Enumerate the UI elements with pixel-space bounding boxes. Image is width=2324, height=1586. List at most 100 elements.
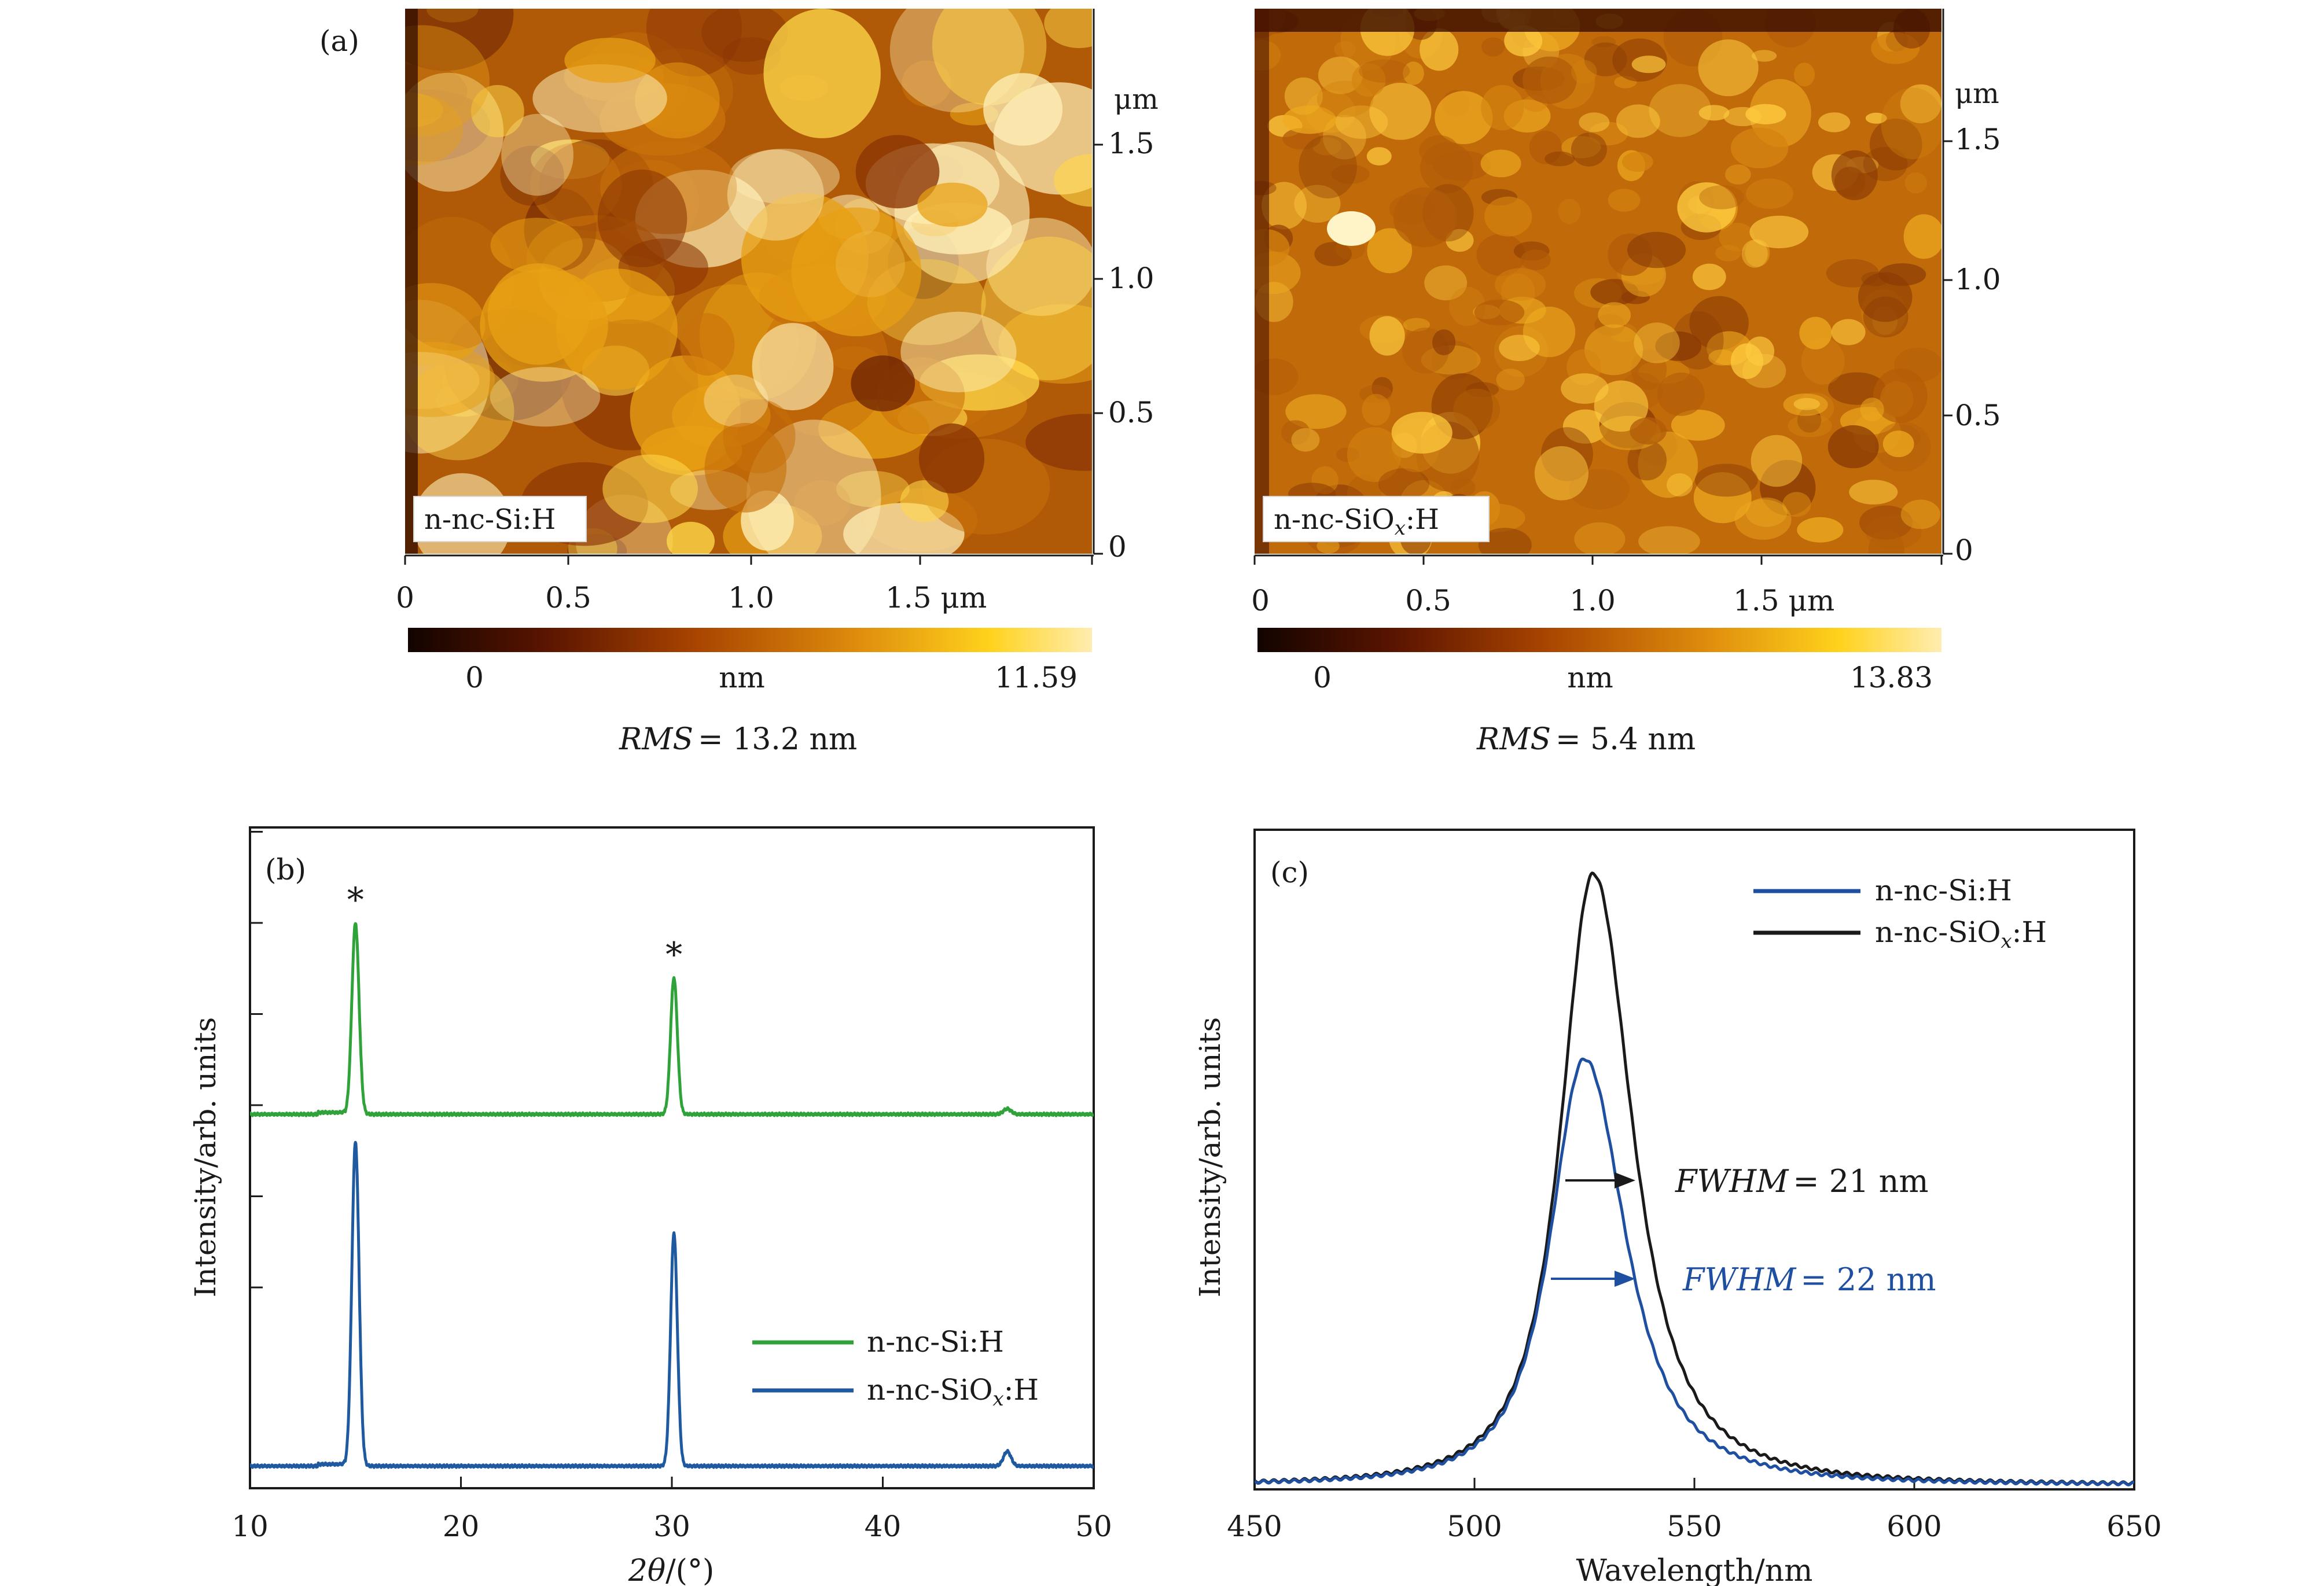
afm-right-grain	[1677, 182, 1736, 233]
afm-left-grain	[918, 423, 985, 494]
panel-b-legend: n-nc-Si:H n-nc-SiOx:H	[752, 1325, 1039, 1411]
afm-right-grain	[1562, 409, 1608, 444]
afm-right-grain	[1741, 240, 1768, 268]
afm-right-label-box: n-nc-SiOx:H	[1263, 496, 1490, 542]
afm-left-grain	[836, 470, 910, 507]
afm-left-grain	[704, 422, 787, 513]
afm-left-grain	[564, 38, 656, 83]
afm-left-grain	[597, 170, 687, 267]
afm-right-grain	[1403, 61, 1424, 85]
afm-right-grain	[1719, 222, 1755, 252]
colorbar-left	[408, 628, 1092, 652]
afm-right-grain	[1369, 316, 1405, 356]
afm-right-grain	[1371, 377, 1393, 400]
afm-right-grain	[1788, 414, 1832, 437]
afm-right-grain	[1752, 50, 1777, 62]
panel-b-x-tick-label-1: 20	[443, 1510, 480, 1543]
afm-left-grain	[981, 236, 1092, 381]
afm-right-bright-particle	[1327, 211, 1376, 246]
afm-right-grain	[1630, 417, 1667, 445]
legend-b-label-si: n-nc-Si:H	[867, 1325, 1004, 1359]
afm-right-grain	[1694, 463, 1758, 497]
panel-b-x-tick-label-3: 40	[865, 1510, 902, 1543]
afm-right-grain	[1262, 182, 1307, 230]
afm-right-grain	[1314, 242, 1352, 267]
panel-b-x-tick-label-0: 10	[231, 1510, 269, 1543]
panel-b-peak-marker-1: *	[665, 935, 682, 974]
afm-right-grain	[1591, 36, 1616, 47]
afm-left-grain	[405, 93, 464, 166]
afm-right-grain	[1282, 105, 1337, 134]
afm-right-grain	[1403, 318, 1430, 332]
afm-left-label-box: n-nc-Si:H	[413, 496, 587, 542]
afm-left-grain	[490, 367, 601, 427]
afm-right-grain	[1571, 60, 1597, 84]
afm-right-grain	[1797, 517, 1844, 543]
fwhm-annotation-si: FWHM = 22 nm	[1551, 1261, 1936, 1298]
afm-right-grain	[1480, 149, 1521, 178]
afm-right-grain	[1453, 388, 1501, 430]
afm-right-grain	[1478, 528, 1532, 554]
afm-right-grain	[1782, 492, 1811, 517]
afm-left-grain	[900, 480, 949, 522]
afm-right-grain	[1655, 331, 1702, 361]
afm-right-grain	[1634, 322, 1680, 363]
afm-right-grain	[1378, 468, 1429, 500]
colorbar-right-min: 0	[1313, 661, 1332, 694]
afm-right-grain	[1900, 84, 1941, 124]
afm-left-grain	[532, 64, 667, 133]
fwhm-label-siox: FWHM = 21 nm	[1675, 1163, 1929, 1199]
afm-left-grain	[1054, 154, 1092, 207]
afm-right-grain	[1622, 152, 1653, 172]
afm-right-grain	[1393, 187, 1457, 248]
afm-left-grain	[900, 311, 1017, 393]
colorbar-right	[1257, 628, 1941, 652]
afm-left-grain	[602, 454, 698, 523]
afm-right-grain	[1745, 497, 1788, 527]
afm-right-grain	[1318, 56, 1363, 94]
panel-b-x-tick-labels: 10 20 30 40 50	[231, 1510, 1112, 1543]
afm-right-grain	[1724, 164, 1751, 185]
afm-right-grain	[1863, 296, 1909, 338]
afm-right-grain	[1598, 302, 1631, 328]
afm-left-grain	[902, 60, 951, 107]
xrd-line-series-1	[250, 1140, 1094, 1469]
afm-right-grain	[1794, 62, 1815, 87]
afm-right-grain	[1900, 499, 1940, 529]
panel-b-series	[250, 922, 1094, 1469]
afm-right-grain	[1352, 63, 1386, 97]
afm-left-y-tick-05: 0.5	[1108, 396, 1154, 429]
afm-right-grain	[1545, 151, 1575, 167]
panel-c: (c) 450 500 550 600 650 Intensity/arb. units…	[1193, 829, 2162, 1586]
afm-right-grain	[1366, 147, 1392, 165]
afm-right-grain	[1828, 372, 1886, 405]
panel-c-x-tick-label-0: 450	[1227, 1510, 1282, 1543]
afm-left-y-tick-0: 0	[1108, 530, 1127, 564]
afm-right-left-edge	[1255, 9, 1269, 554]
panel-c-series	[1255, 871, 2134, 1486]
xrd-line-series-0	[250, 922, 1094, 1117]
afm-right-grain	[1484, 196, 1532, 237]
panel-b-peak-marker-0: *	[347, 880, 364, 919]
afm-right-grain	[1435, 91, 1493, 145]
afm-left-grain	[501, 113, 573, 196]
panel-c-x-tick-label-3: 600	[1887, 1510, 1941, 1543]
afm-right-y-tick-05: 0.5	[1955, 399, 2001, 432]
afm-right-grain	[1520, 249, 1551, 270]
afm-left-grain	[794, 480, 851, 526]
afm-right-grain	[1432, 329, 1456, 355]
afm-right-grain	[1291, 428, 1320, 452]
afm-right-grain	[1481, 37, 1505, 57]
afm-right-grain	[1751, 435, 1803, 487]
afm-right-grain	[1496, 369, 1525, 391]
afm-right-grain	[1904, 172, 1927, 194]
afm-left-grain	[727, 149, 824, 241]
fwhm-arrowhead-si	[1615, 1271, 1635, 1287]
afm-right-grain	[1865, 112, 1887, 124]
afm-right-grain	[1734, 499, 1792, 540]
panel-b: (b) 10 20 30 40 50 ** Intensity/arb. units 2…	[189, 826, 1112, 1586]
afm-right-grain	[1608, 189, 1641, 212]
afm-right-grain	[1285, 394, 1347, 429]
afm-left-grain	[487, 263, 590, 365]
afm-left-y-unit: μm	[1114, 83, 1159, 116]
